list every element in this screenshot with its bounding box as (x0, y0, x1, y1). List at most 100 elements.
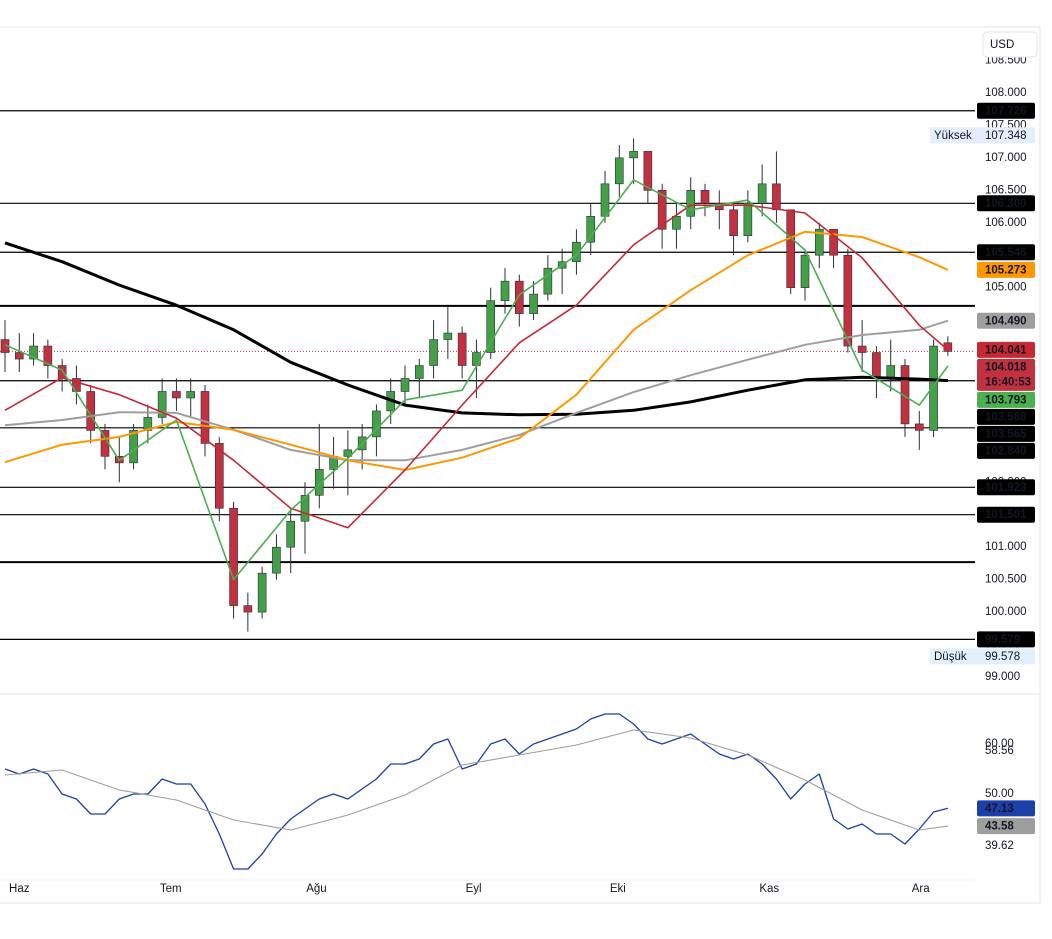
x-tick-label: Haz (9, 883, 30, 895)
candle-body (314, 469, 324, 496)
price-label: 103.568 (985, 411, 1027, 423)
price-label-box (977, 391, 1035, 408)
candle-body (843, 254, 853, 347)
candle-body (729, 209, 738, 237)
price-label: 107.726 (985, 105, 1027, 117)
indicator-line (4, 729, 948, 831)
high-value: 107.348 (985, 130, 1027, 142)
price-label: 105.273 (985, 264, 1027, 276)
x-tick-label: Eyl (466, 883, 482, 895)
price-label-box (977, 479, 1035, 496)
candle-body (472, 352, 481, 366)
candle-body (772, 183, 781, 211)
price-label: 47.13 (985, 803, 1014, 815)
candle-body (214, 443, 224, 509)
indicator-line (4, 713, 949, 870)
high-label-box (930, 127, 1035, 144)
y-tick-label: 101.000 (985, 541, 1027, 553)
last-price-label: 104.018 (985, 361, 1027, 373)
currency-button[interactable]: USD (982, 31, 1038, 58)
candle-body (586, 215, 596, 243)
candle-body (672, 215, 681, 230)
price-label-box (977, 506, 1035, 523)
price-label-box (977, 195, 1035, 212)
price-label: 101.501 (985, 509, 1027, 521)
candle-body (443, 332, 453, 340)
moving-average-line (4, 204, 949, 529)
candle-body (572, 241, 581, 262)
candle-body (43, 345, 53, 366)
moving-average-line (4, 241, 948, 417)
price-label: 104.041 (985, 344, 1027, 356)
candle-body (457, 332, 467, 366)
y-tick-label: 106.000 (985, 217, 1027, 229)
currency-label[interactable]: USD (990, 39, 1014, 51)
candle-body (886, 365, 896, 379)
axes: 99.00099.500100.000100.500101.000101.500… (9, 55, 1035, 895)
y-tick-label: 108.500 (985, 55, 1027, 67)
price-label-box (977, 261, 1035, 278)
candle-body (857, 345, 867, 353)
candle-body (643, 151, 653, 191)
candle-body (700, 190, 710, 204)
price-label-box (977, 818, 1035, 835)
candle-body (86, 391, 96, 431)
candle-body (743, 202, 753, 237)
x-tick-label: Kas (759, 883, 779, 895)
candle-body (286, 520, 296, 548)
price-pane (0, 110, 975, 641)
moving-average-line (4, 230, 949, 471)
y-tick-label: 107.000 (985, 152, 1027, 164)
candle-body (172, 391, 181, 399)
y-tick-label: 108.000 (985, 87, 1027, 99)
countdown-label: 16:40:53 (985, 376, 1031, 388)
candle-body (272, 546, 281, 574)
low-label-box (930, 648, 1035, 665)
candle-body (872, 352, 881, 379)
price-label: 103.793 (985, 394, 1027, 406)
low-name: Düşük (934, 651, 967, 663)
candle-body (400, 378, 410, 392)
y-tick-label: 39.62 (985, 840, 1014, 852)
y-tick-label: 99.000 (985, 671, 1020, 683)
price-label-box (977, 425, 1035, 442)
price-label: 43.58 (985, 821, 1014, 833)
x-tick-label: Tem (160, 883, 182, 895)
price-label: 104.490 (985, 315, 1027, 327)
candle-body (629, 151, 638, 159)
candle-body (14, 352, 24, 360)
candle-body (514, 280, 524, 314)
candle-body (614, 157, 624, 185)
y-tick-label: 60.00 (985, 738, 1014, 750)
price-label: 105.546 (985, 247, 1027, 259)
x-tick-label: Eki (610, 883, 626, 895)
x-tick-label: Ara (912, 883, 931, 895)
price-label-box (977, 244, 1035, 261)
rsi-pane (4, 713, 949, 870)
candle-body (829, 228, 838, 256)
price-label-box (977, 800, 1035, 817)
y-tick-label: 100.500 (985, 574, 1027, 586)
price-label: 99.579 (985, 634, 1020, 646)
moving-average-line (4, 319, 949, 462)
y-tick-label: 105.000 (985, 282, 1027, 294)
candle-body (757, 183, 767, 204)
candle-body (929, 345, 938, 431)
price-label: 101.923 (985, 482, 1027, 494)
price-label: 103.565 (985, 428, 1027, 440)
price-label-box (977, 408, 1035, 425)
price-label-box (977, 312, 1035, 329)
candle-body (814, 228, 824, 256)
y-tick-label: 100.000 (985, 606, 1027, 618)
candle-body (657, 190, 667, 230)
candle-body (29, 345, 38, 360)
last-price-box (977, 358, 1035, 391)
candle-body (543, 267, 553, 295)
candle-body (914, 423, 924, 431)
candle-body (57, 365, 67, 379)
candle-body (529, 293, 538, 314)
currency-button-bg[interactable] (982, 31, 1038, 58)
candle-body (800, 254, 810, 288)
